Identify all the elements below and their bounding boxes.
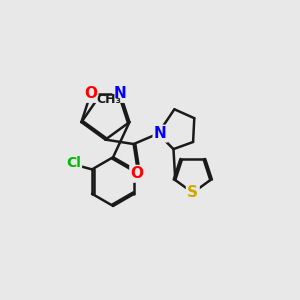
Text: CH₃: CH₃ [96, 93, 121, 106]
Text: N: N [114, 86, 127, 101]
Text: Cl: Cl [66, 157, 81, 170]
Text: O: O [131, 166, 144, 181]
Text: O: O [84, 86, 97, 101]
Text: N: N [154, 126, 167, 141]
Text: S: S [187, 185, 198, 200]
